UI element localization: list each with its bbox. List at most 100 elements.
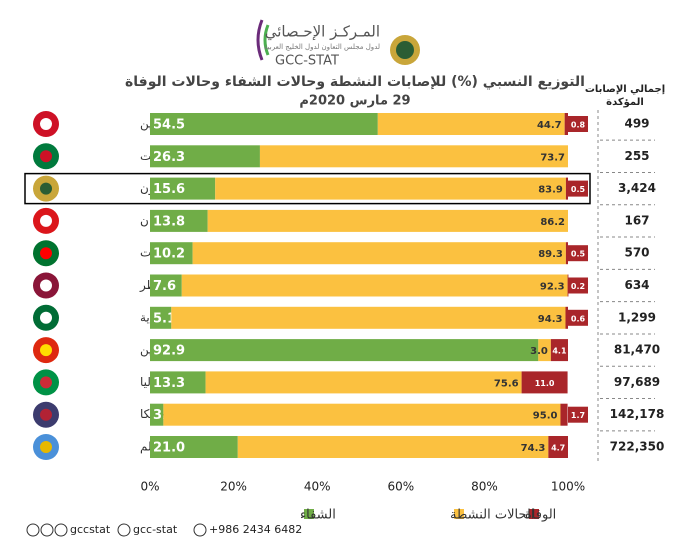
x-tick-label: 20% — [220, 480, 247, 494]
bar-segment — [150, 403, 164, 426]
value-label: 73.7 — [540, 152, 565, 163]
legend-swatch — [529, 509, 539, 519]
flag-detail — [40, 311, 52, 324]
bar-segment — [205, 371, 522, 394]
icon — [117, 523, 131, 537]
bar-segment — [150, 209, 208, 232]
value-label: 75.6 — [494, 378, 519, 389]
total-label: 722,350 — [610, 440, 665, 454]
value-label: 94.3 — [538, 314, 563, 325]
total-label: 167 — [624, 213, 649, 227]
flag-detail — [40, 247, 52, 260]
total-label: 1,299 — [618, 310, 656, 324]
value-label: 74.3 — [521, 443, 546, 454]
value-label: 15.6 — [153, 182, 185, 197]
value-label: 83.9 — [538, 185, 563, 196]
total-label: 142,178 — [610, 407, 665, 421]
value-label: 95.0 — [533, 411, 558, 422]
logo-subtitle: لدول مجلس التعاون لدول الخليج العربية — [264, 43, 380, 51]
total-label: 3,424 — [618, 181, 656, 195]
value-label-bg — [568, 406, 588, 423]
logo-arc — [256, 19, 264, 61]
total-label: 634 — [624, 278, 649, 292]
value-label: 10.2 — [153, 247, 185, 262]
icon — [54, 523, 68, 537]
bar-segment — [565, 306, 568, 329]
bar-segment — [521, 371, 568, 394]
value-label: 4.7 — [551, 444, 565, 453]
flag-detail — [40, 118, 52, 130]
value-label: 26.3 — [153, 150, 185, 165]
bar-segment — [150, 145, 260, 168]
logo-name: GCC-STAT — [275, 54, 339, 69]
value-label-bg — [568, 245, 588, 262]
footer-text: +986 2434 6482 — [209, 523, 302, 536]
bar-segment — [150, 436, 238, 458]
value-label: 86.2 — [540, 217, 565, 228]
bar-segment — [237, 436, 549, 458]
value-label: 0.5 — [571, 250, 586, 259]
logo-title: المـركـز الإحـصائي — [265, 23, 380, 42]
total-label: 81,470 — [614, 343, 660, 357]
logo: المـركـز الإحـصائي لدول مجلس التعاون لدو… — [256, 19, 420, 69]
x-tick-label: 0% — [140, 480, 159, 494]
flag-detail — [40, 441, 52, 453]
chart-subtitle: 29 مارس 2020م — [299, 94, 410, 109]
value-label-bg — [568, 309, 588, 326]
bar-segment — [150, 242, 193, 265]
bar-segment — [564, 113, 568, 135]
value-label-bg — [568, 277, 588, 294]
bar-segment — [550, 339, 568, 362]
bar-segment — [538, 339, 551, 362]
totals-header: إجمالي الإصابات — [585, 84, 665, 95]
value-label-bg — [568, 116, 588, 132]
total-label: 499 — [624, 117, 649, 131]
value-label: 5.1 — [153, 311, 176, 326]
footer-text: gccstat — [70, 523, 111, 536]
value-label: 0.8 — [571, 121, 586, 130]
legend-label: الحالات النشطة — [450, 508, 534, 523]
bar-segment — [548, 436, 568, 458]
value-label: 3.0 — [530, 346, 548, 357]
bar-segment — [150, 306, 172, 329]
bar-segment — [150, 371, 206, 394]
value-label: 7.6 — [153, 279, 176, 294]
flag-detail — [40, 376, 52, 389]
bar-segment — [150, 339, 539, 362]
value-label: 13.3 — [153, 376, 185, 391]
legend-swatch — [304, 509, 314, 519]
logo-arc — [263, 24, 270, 56]
bar-segment — [565, 242, 568, 265]
chart-title: التوزيع النسبي (%) للإصابات النشطة وحالا… — [125, 74, 585, 90]
x-tick-label: 80% — [471, 480, 498, 494]
x-tick-label: 60% — [387, 480, 414, 494]
total-label: 570 — [624, 246, 649, 260]
legend-swatch — [454, 509, 464, 519]
legend-label: الشفاء — [300, 508, 336, 523]
bar-segment — [163, 403, 561, 426]
bar-segment — [377, 113, 565, 135]
value-label: 21.0 — [153, 441, 185, 456]
bar-segment — [565, 177, 568, 200]
value-label: 13.8 — [153, 214, 185, 229]
bar-segment — [181, 274, 568, 297]
value-label: 0.6 — [571, 314, 586, 323]
highlight-box — [24, 172, 591, 205]
totals-header: المؤكدة — [606, 97, 644, 108]
bar-segment — [150, 113, 378, 135]
bar-segment — [150, 274, 182, 297]
x-tick-label: 40% — [304, 480, 331, 494]
bar-segment — [207, 209, 568, 232]
value-label: 4.1 — [552, 347, 567, 356]
value-label: 11.0 — [535, 379, 555, 388]
icon — [193, 523, 207, 537]
bar-segment — [215, 177, 566, 200]
value-label: 54.5 — [153, 118, 185, 133]
icon — [26, 523, 40, 537]
total-label: 255 — [624, 149, 649, 163]
value-label: 0.5 — [571, 185, 586, 194]
bar-segment — [192, 242, 566, 265]
flag-detail — [40, 408, 52, 421]
logo-emblem-inner — [396, 41, 414, 59]
